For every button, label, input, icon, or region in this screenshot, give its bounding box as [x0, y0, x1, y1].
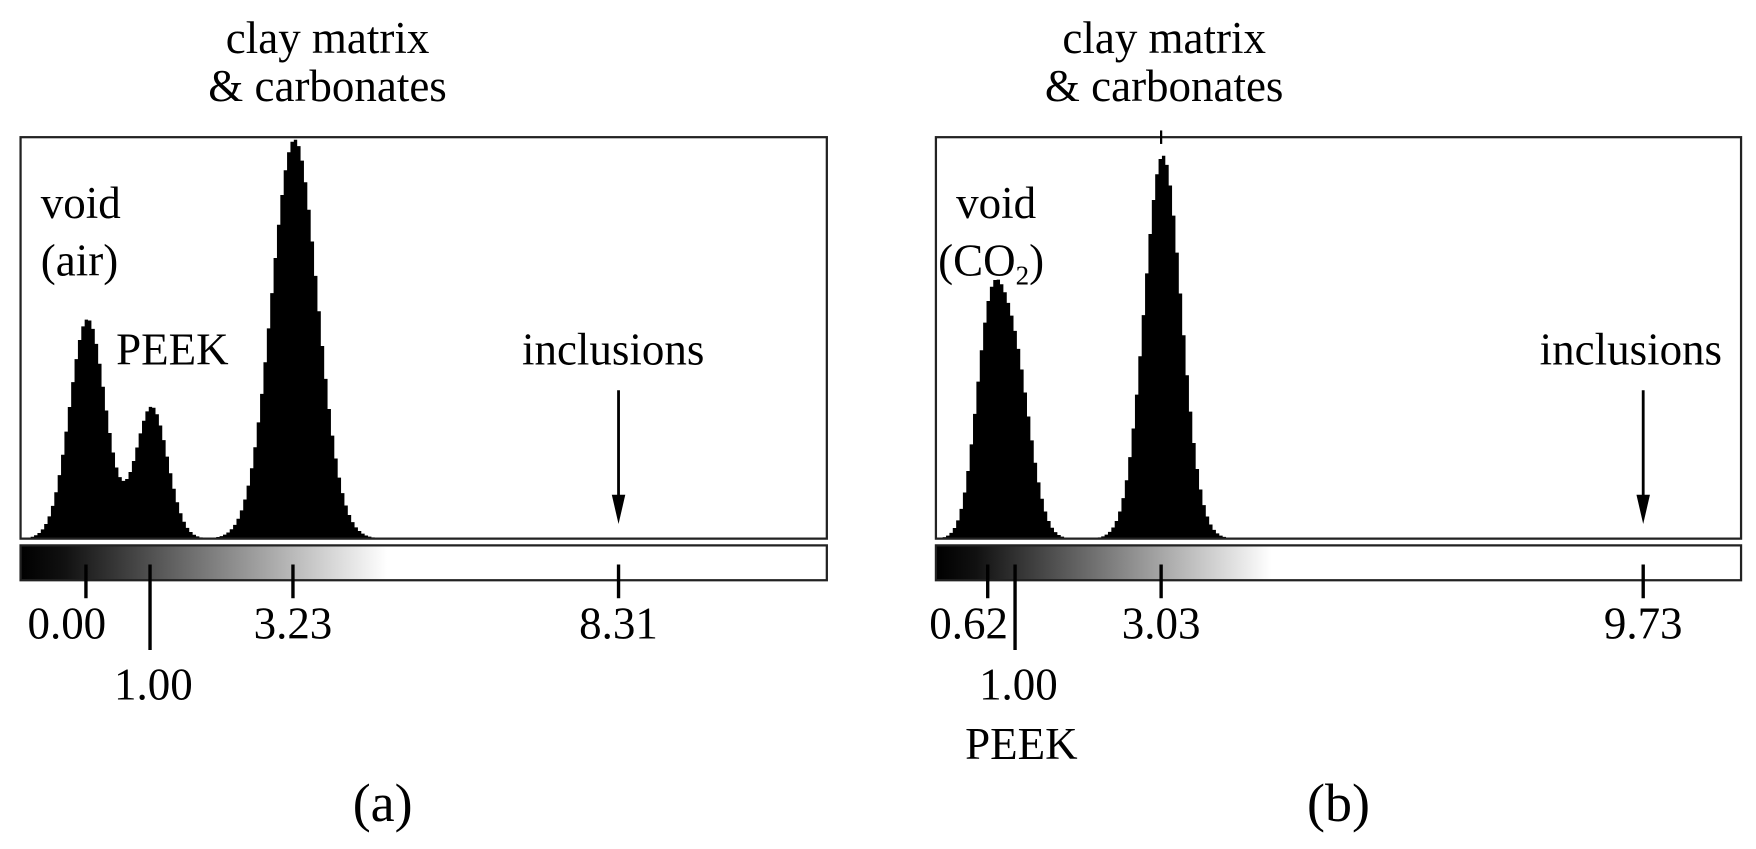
inclusions-arrow-head	[611, 494, 626, 525]
panel-b-title-line1: clay matrix	[1062, 13, 1266, 63]
plot-frame	[934, 136, 1743, 540]
panel-b-label: (b)	[1307, 773, 1370, 833]
panel-a-label: (a)	[353, 773, 413, 833]
void-sublabel: (air)	[41, 236, 118, 286]
inclusions-label: inclusions	[522, 324, 704, 374]
plot-frame	[19, 136, 828, 540]
void-label: void	[956, 178, 1036, 228]
peek-label: PEEK	[116, 324, 229, 374]
tick-label: 1.00	[114, 659, 193, 709]
void-sublabel-main: (CO	[938, 236, 1015, 286]
grayscale-colorbar	[19, 544, 828, 582]
tick-label: 3.23	[254, 599, 333, 649]
tick-label: 0.00	[27, 599, 106, 649]
histogram-area	[935, 155, 1743, 539]
inclusions-arrow-head	[1636, 494, 1650, 525]
void-sublabel-subscript: 2	[1016, 260, 1029, 290]
panel-b: clay matrix & carbonates void (CO2) incl…	[938, 13, 1722, 833]
tick-label: 8.31	[579, 599, 658, 649]
panel-a: clay matrix & carbonates void (air) PEEK…	[41, 13, 705, 833]
peek-label-below: PEEK	[965, 719, 1078, 769]
panel-a-title-line1: clay matrix	[226, 13, 430, 63]
tick-label: 3.03	[1122, 599, 1201, 649]
void-sublabel: (CO2)	[938, 236, 1044, 291]
void-label: void	[41, 178, 121, 228]
tick-label: 1.00	[979, 659, 1058, 709]
grayscale-colorbar	[934, 544, 1743, 582]
panel-a-title-line2: & carbonates	[208, 61, 446, 111]
tick-label: 0.62	[929, 599, 1008, 649]
inclusions-label: inclusions	[1540, 324, 1722, 374]
panel-b-title-line2: & carbonates	[1045, 61, 1283, 111]
histogram-area	[20, 139, 831, 539]
void-sublabel-close: )	[1029, 236, 1044, 286]
tick-label: 9.73	[1604, 599, 1683, 649]
